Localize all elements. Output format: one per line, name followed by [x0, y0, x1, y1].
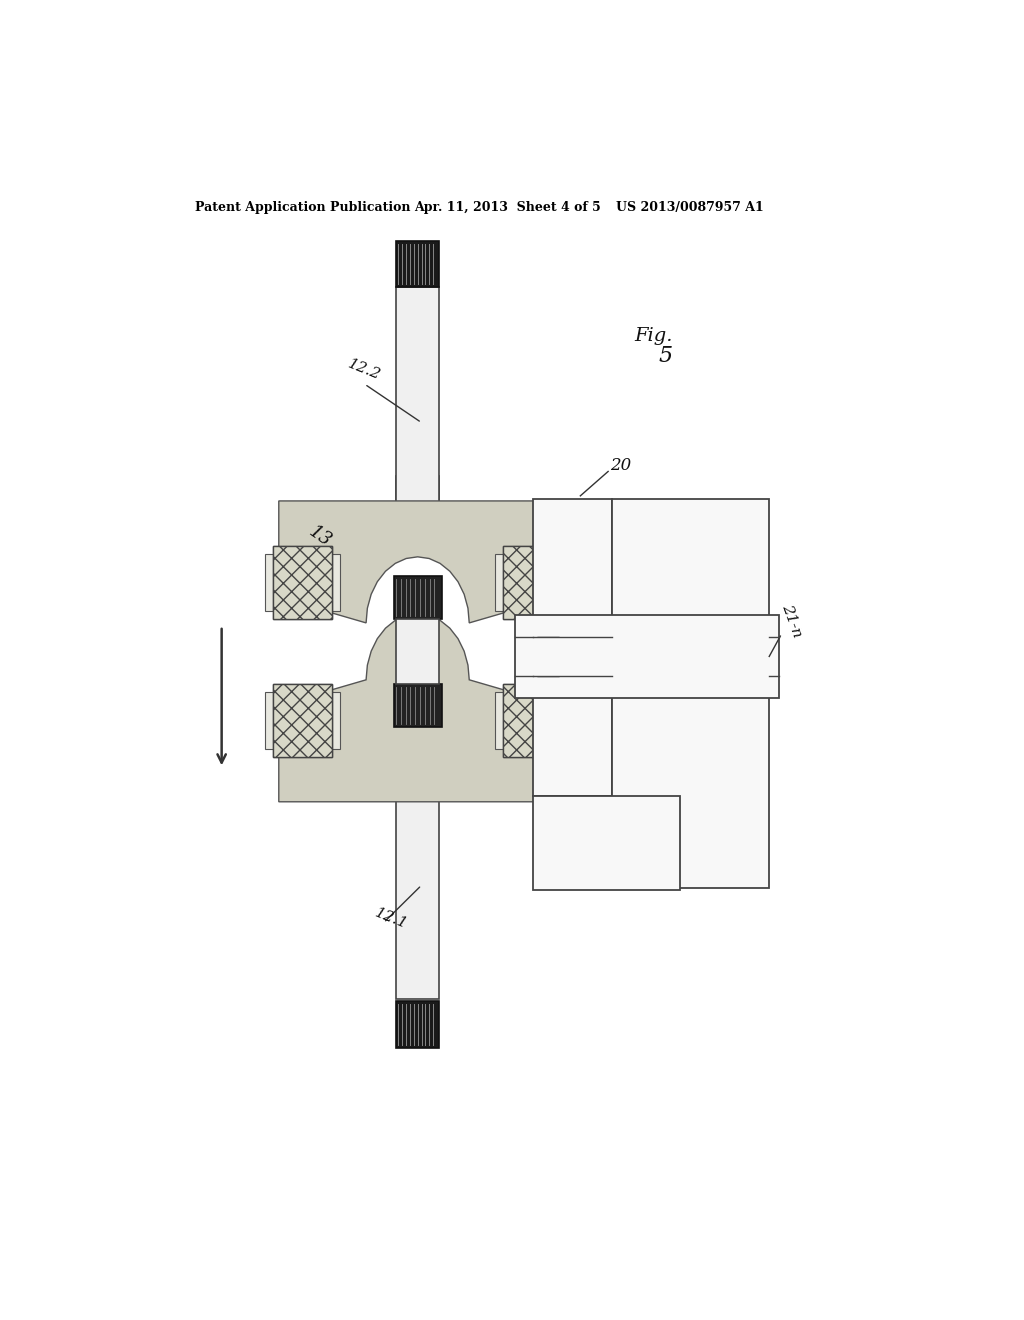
Text: 12.2: 12.2	[345, 358, 382, 383]
Text: US 2013/0087957 A1: US 2013/0087957 A1	[616, 201, 764, 214]
Bar	[396, 771, 439, 999]
Text: 21-n: 21-n	[778, 602, 804, 639]
Text: 12.1: 12.1	[373, 906, 410, 932]
Polygon shape	[279, 500, 557, 623]
Bar	[396, 288, 439, 516]
Bar	[532, 796, 680, 890]
Bar	[503, 684, 562, 758]
Bar	[272, 684, 333, 758]
Bar	[272, 545, 333, 619]
Bar	[532, 499, 612, 796]
Bar	[537, 638, 558, 676]
Text: 20: 20	[609, 458, 631, 474]
Bar	[396, 240, 439, 288]
Bar	[495, 554, 570, 611]
Bar	[532, 638, 612, 676]
Bar	[503, 545, 562, 619]
Bar	[503, 545, 562, 619]
Bar	[396, 475, 439, 516]
Bar	[272, 684, 333, 758]
Bar	[272, 545, 333, 619]
Text: Fig.: Fig.	[634, 327, 673, 346]
Bar	[503, 684, 562, 758]
Bar	[516, 638, 778, 676]
Bar	[515, 615, 778, 698]
Bar	[396, 1001, 439, 1048]
Text: Apr. 11, 2013  Sheet 4 of 5: Apr. 11, 2013 Sheet 4 of 5	[414, 201, 600, 214]
Bar	[393, 684, 441, 726]
Text: Patent Application Publication: Patent Application Publication	[196, 201, 411, 214]
Text: 13: 13	[306, 523, 335, 550]
Bar	[612, 499, 769, 888]
Bar	[265, 692, 340, 748]
Polygon shape	[279, 614, 557, 801]
Bar	[393, 576, 441, 619]
Text: 5: 5	[658, 345, 672, 367]
Bar	[396, 619, 439, 684]
Bar	[265, 554, 340, 611]
Bar	[495, 692, 570, 748]
